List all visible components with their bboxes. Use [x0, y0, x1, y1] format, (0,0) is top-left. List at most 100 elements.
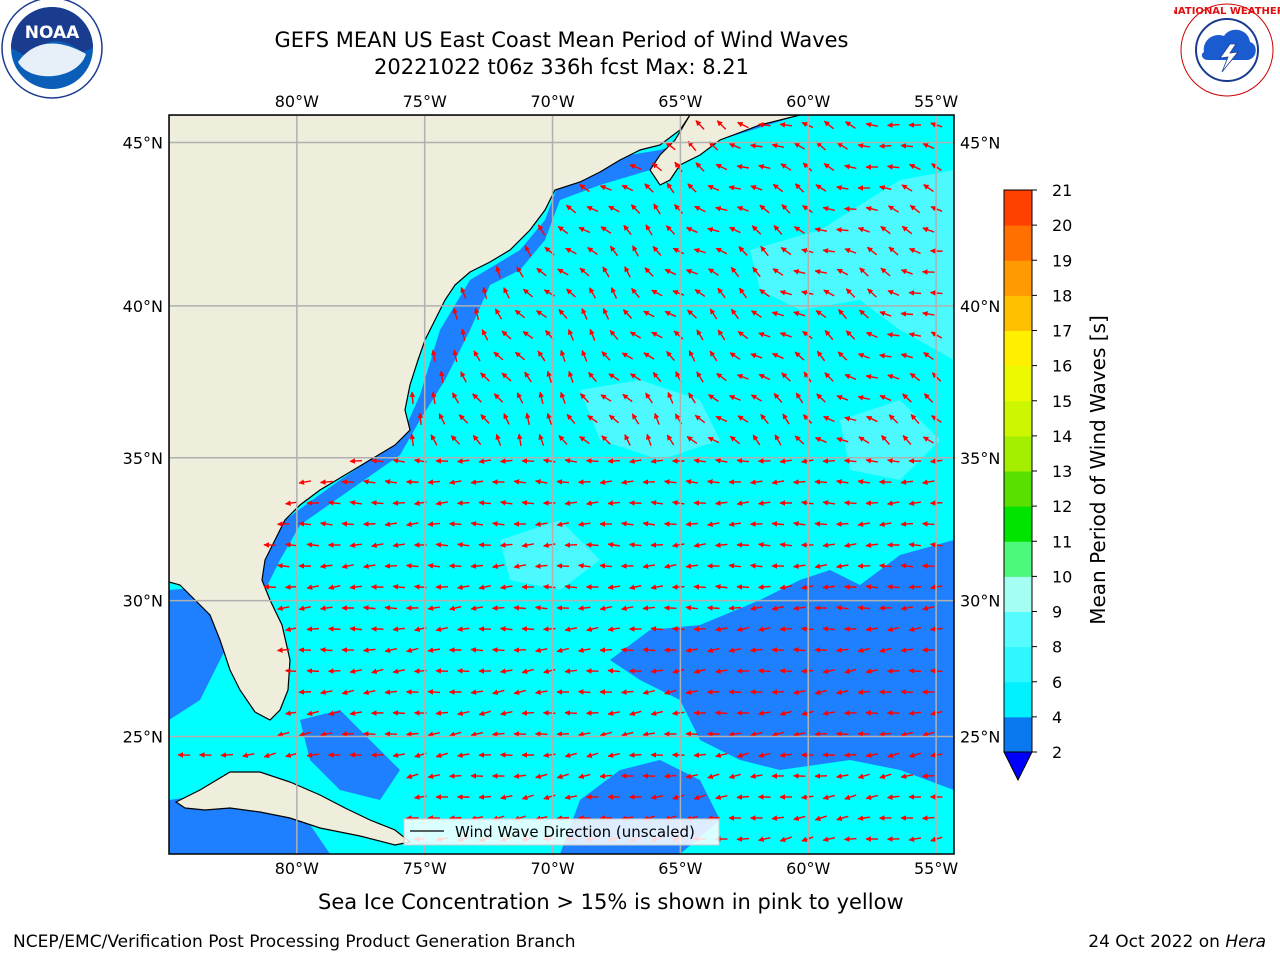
wave-arrow — [557, 818, 569, 819]
lat-tick-right: 30°N — [960, 592, 1000, 611]
lon-tick-bottom: 55°W — [914, 859, 958, 878]
lon-tick-top: 65°W — [658, 92, 702, 111]
wave-arrow — [600, 650, 612, 651]
colorbar-tick: 15 — [1052, 392, 1072, 411]
colorbar-tick: 21 — [1052, 181, 1072, 200]
colorbar-segment — [1004, 506, 1032, 542]
wave-arrow — [923, 818, 935, 819]
wave-arrow — [342, 482, 354, 483]
wave-arrow — [579, 692, 591, 693]
colorbar-segment — [1004, 190, 1032, 226]
colorbar-tick: 20 — [1052, 216, 1072, 235]
colorbar-tick: 14 — [1052, 427, 1072, 446]
colorbar-segment — [1004, 541, 1032, 577]
wave-arrow — [458, 671, 470, 672]
lon-tick-top: 80°W — [275, 92, 319, 111]
wave-arrow — [780, 671, 792, 672]
wave-arrow — [407, 734, 419, 735]
arrow-legend: Wind Wave Direction (unscaled) — [404, 819, 719, 845]
wave-arrow — [479, 545, 491, 546]
lat-tick-left: 25°N — [123, 727, 163, 746]
lon-tick-bottom: 80°W — [275, 859, 319, 878]
wave-arrow — [557, 566, 569, 567]
wave-arrow — [608, 461, 620, 462]
wave-arrow — [579, 482, 591, 483]
wave-arrow — [759, 671, 771, 672]
wave-arrow — [901, 524, 913, 525]
wave-arrow — [286, 671, 298, 672]
colorbar-segment — [1004, 260, 1032, 296]
wave-arrow — [729, 692, 741, 693]
map-area: Wind Wave Direction (unscaled) — [169, 115, 954, 854]
wave-arrow — [565, 713, 577, 714]
wave-arrow — [622, 650, 634, 651]
wave-arrow — [923, 524, 935, 525]
wave-arrow — [342, 734, 354, 735]
colorbar-segment — [1004, 401, 1032, 437]
wave-arrow — [385, 566, 397, 567]
colorbar-tick: 2 — [1052, 743, 1062, 762]
lat-tick-right: 35°N — [960, 449, 1000, 468]
wave-arrow — [780, 629, 792, 630]
wave-arrow — [329, 629, 341, 630]
wave-arrow — [221, 755, 233, 756]
lat-tick-left: 30°N — [123, 592, 163, 611]
wave-arrow — [737, 839, 749, 840]
wave-arrow — [436, 671, 448, 672]
colorbar-segment — [1004, 682, 1032, 718]
colorbar-tick: 16 — [1052, 357, 1072, 376]
colorbar-segment — [1004, 471, 1032, 507]
lat-tick-left: 35°N — [123, 449, 163, 468]
colorbar-tick: 18 — [1052, 286, 1072, 305]
wave-arrow — [901, 313, 913, 314]
wave-arrow — [923, 566, 935, 567]
wave-arrow — [522, 629, 534, 630]
lat-tick-right: 25°N — [960, 727, 1000, 746]
colorbar-tick: 8 — [1052, 638, 1062, 657]
footer-credit: NCEP/EMC/Verification Post Processing Pr… — [13, 932, 576, 952]
colorbar-segment — [1004, 436, 1032, 472]
colorbar-tick: 11 — [1052, 532, 1072, 551]
wave-arrow — [888, 671, 900, 672]
wave-arrow — [880, 146, 892, 147]
wave-arrow — [514, 608, 526, 609]
lon-tick-bottom: 70°W — [530, 859, 574, 878]
wave-arrow — [772, 650, 784, 651]
wave-arrow — [866, 503, 878, 504]
lon-tick-top: 60°W — [786, 92, 830, 111]
wave-arrow — [450, 524, 462, 525]
wave-arrow — [837, 524, 849, 525]
wave-arrow — [407, 482, 419, 483]
wave-arrow — [716, 713, 728, 714]
wave-arrow — [393, 713, 405, 714]
wave-arrow — [278, 524, 290, 525]
wave-arrow — [522, 713, 534, 714]
wave-arrow — [794, 482, 806, 483]
lon-tick-bottom: 60°W — [786, 859, 830, 878]
wave-arrow — [815, 482, 827, 483]
wave-arrow — [471, 566, 483, 567]
wave-arrow — [737, 587, 749, 588]
wave-arrow — [544, 713, 556, 714]
wave-arrow — [802, 671, 814, 672]
lat-tick-left: 40°N — [123, 297, 163, 316]
wave-arrow — [665, 608, 677, 609]
wave-arrow — [708, 692, 720, 693]
colorbar-tick: 4 — [1052, 708, 1062, 727]
wave-arrow — [493, 650, 505, 651]
wave-arrow — [845, 209, 857, 210]
wave-arrow — [815, 734, 827, 735]
wave-arrow — [686, 734, 698, 735]
wave-arrow — [772, 692, 784, 693]
wave-arrow — [909, 671, 921, 672]
colorbar-label: Mean Period of Wind Waves [s] — [1086, 315, 1110, 625]
wave-arrow — [845, 503, 857, 504]
wave-arrow — [493, 608, 505, 609]
lat-tick-left: 45°N — [123, 133, 163, 152]
wave-arrow — [673, 587, 685, 588]
colorbar-tick: 13 — [1052, 462, 1072, 481]
wave-arrow — [802, 629, 814, 630]
wave-arrow — [458, 503, 470, 504]
colorbar-extend — [1004, 752, 1032, 780]
